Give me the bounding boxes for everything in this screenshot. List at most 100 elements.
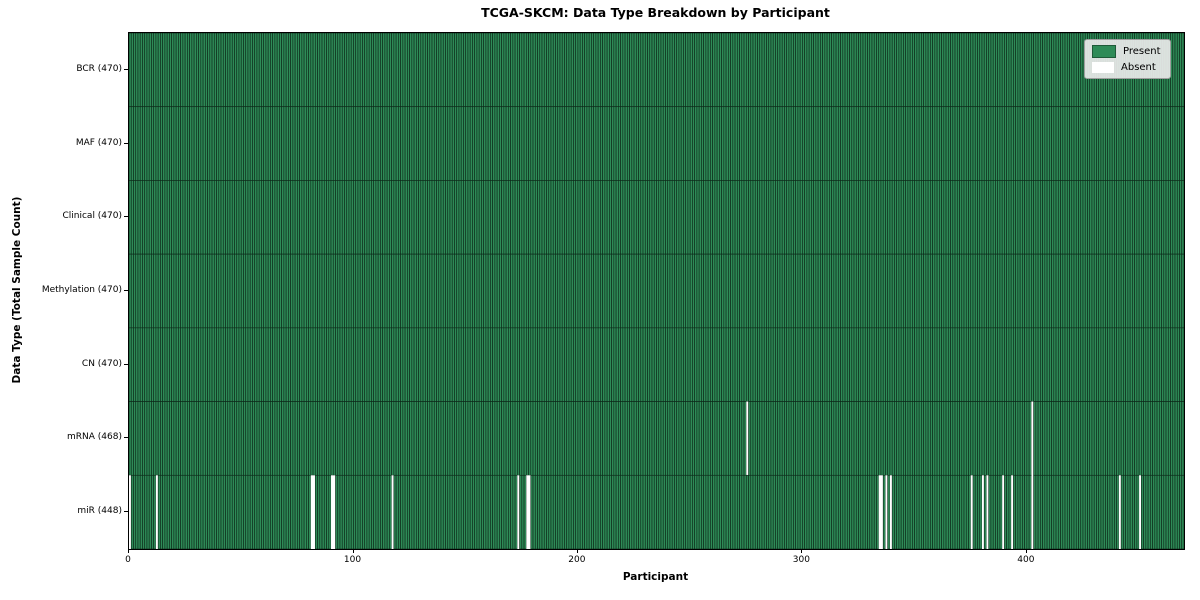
heatmap-cell-present bbox=[788, 180, 792, 255]
heatmap-cell-present bbox=[391, 106, 395, 181]
heatmap-cell-present bbox=[721, 33, 725, 108]
heatmap-cell-present bbox=[310, 180, 314, 255]
heatmap-cell-present bbox=[629, 180, 633, 255]
heatmap-cell-present bbox=[265, 106, 269, 181]
heatmap-cell-present bbox=[1001, 327, 1005, 402]
heatmap-cell-present bbox=[169, 253, 172, 329]
heatmap-cell-present bbox=[1019, 33, 1023, 108]
heatmap-cell-present bbox=[624, 106, 628, 181]
heatmap-cell-present bbox=[543, 253, 547, 329]
heatmap-cell-present bbox=[283, 401, 287, 476]
heatmap-cell-present bbox=[889, 327, 893, 402]
heatmap-cell-present bbox=[1051, 401, 1055, 476]
heatmap-cell-present bbox=[328, 253, 332, 329]
heatmap-cell-present bbox=[786, 401, 790, 476]
heatmap-cell-present bbox=[925, 401, 929, 476]
legend-swatch-absent-icon bbox=[1092, 62, 1114, 73]
heatmap-cell-absent bbox=[986, 475, 989, 549]
heatmap-cell-present bbox=[1037, 180, 1041, 255]
heatmap-cell-present bbox=[1089, 180, 1093, 255]
heatmap-cell-present bbox=[135, 180, 139, 255]
heatmap-cell-present bbox=[213, 474, 217, 549]
heatmap-cell-present bbox=[1181, 33, 1184, 108]
heatmap-cell-present bbox=[467, 401, 471, 476]
heatmap-cell-present bbox=[166, 327, 170, 402]
heatmap-cell-present bbox=[330, 33, 334, 108]
heatmap-cell-present bbox=[784, 180, 788, 255]
heatmap-cell-present bbox=[723, 474, 727, 549]
heatmap-cell-present bbox=[1040, 106, 1043, 181]
heatmap-cell-present bbox=[1066, 474, 1070, 549]
heatmap-cell-present bbox=[584, 401, 588, 476]
heatmap-cell-present bbox=[130, 106, 134, 181]
heatmap-cell-present bbox=[204, 253, 208, 329]
heatmap-cell-present bbox=[927, 474, 931, 549]
heatmap-cell-present bbox=[299, 33, 303, 108]
heatmap-cell-present bbox=[510, 327, 514, 402]
heatmap-cell-present bbox=[285, 253, 289, 329]
heatmap-cell-present bbox=[905, 106, 909, 181]
heatmap-cell-present bbox=[757, 106, 761, 181]
heatmap-cell-present bbox=[600, 33, 603, 108]
heatmap-cell-present bbox=[992, 106, 996, 181]
heatmap-cell-present bbox=[337, 106, 341, 181]
heatmap-cell-present bbox=[227, 33, 231, 108]
heatmap-cell-present bbox=[290, 327, 294, 402]
heatmap-cell-present bbox=[238, 401, 242, 476]
heatmap-cell-present bbox=[611, 33, 615, 108]
heatmap-cell-present bbox=[1089, 106, 1093, 181]
heatmap-cell-present bbox=[864, 401, 868, 476]
heatmap-cell-present bbox=[867, 106, 871, 181]
heatmap-cell-present bbox=[981, 180, 985, 255]
heatmap-cell-present bbox=[272, 474, 276, 549]
heatmap-cell-present bbox=[721, 106, 725, 181]
heatmap-cell-present bbox=[1055, 180, 1059, 255]
heatmap-cell-present bbox=[788, 327, 792, 402]
heatmap-cell-present bbox=[1118, 401, 1122, 476]
heatmap-cell-present bbox=[725, 180, 729, 255]
heatmap-cell-present bbox=[386, 474, 390, 549]
heatmap-cell-present bbox=[766, 327, 770, 402]
heatmap-cell-present bbox=[732, 33, 736, 108]
heatmap-cell-present bbox=[326, 401, 330, 476]
heatmap-cell-present bbox=[431, 33, 435, 108]
heatmap-cell-present bbox=[328, 106, 332, 181]
heatmap-cell-present bbox=[308, 33, 312, 108]
heatmap-cell-present bbox=[784, 401, 788, 476]
heatmap-cell-present bbox=[386, 180, 390, 255]
heatmap-cell-present bbox=[155, 253, 159, 329]
heatmap-cell-present bbox=[763, 106, 767, 181]
ytick-mark bbox=[124, 216, 128, 218]
heatmap-cell-present bbox=[912, 106, 915, 181]
heatmap-cell-present bbox=[263, 106, 267, 181]
heatmap-cell-present bbox=[992, 33, 996, 108]
heatmap-cell-present bbox=[629, 401, 633, 476]
heatmap-cell-present bbox=[1064, 33, 1068, 108]
heatmap-cell-present bbox=[970, 33, 974, 108]
heatmap-cell-present bbox=[941, 253, 945, 329]
heatmap-cell-present bbox=[806, 401, 810, 476]
heatmap-cell-present bbox=[862, 180, 866, 255]
heatmap-cell-present bbox=[835, 401, 839, 476]
heatmap-cell-present bbox=[240, 401, 244, 476]
heatmap-cell-present bbox=[532, 253, 536, 329]
heatmap-cell-present bbox=[1031, 106, 1034, 181]
heatmap-cell-present bbox=[1026, 106, 1030, 181]
heatmap-cell-present bbox=[728, 253, 731, 329]
heatmap-cell-present bbox=[1167, 106, 1171, 181]
heatmap-cell-present bbox=[1015, 401, 1019, 476]
heatmap-cell-present bbox=[638, 106, 642, 181]
heatmap-cell-present bbox=[745, 327, 749, 402]
heatmap-cell-present bbox=[258, 180, 262, 255]
heatmap-cell-present bbox=[846, 401, 850, 476]
heatmap-cell-present bbox=[485, 180, 489, 255]
heatmap-cell-present bbox=[1051, 474, 1055, 549]
heatmap-cell-present bbox=[900, 327, 904, 402]
heatmap-cell-present bbox=[1102, 474, 1106, 549]
heatmap-cell-present bbox=[175, 474, 179, 549]
heatmap-cell-present bbox=[178, 401, 181, 476]
heatmap-cell-present bbox=[642, 106, 646, 181]
heatmap-cell-present bbox=[427, 33, 431, 108]
heatmap-cell-present bbox=[568, 106, 572, 181]
heatmap-cell-present bbox=[815, 180, 819, 255]
